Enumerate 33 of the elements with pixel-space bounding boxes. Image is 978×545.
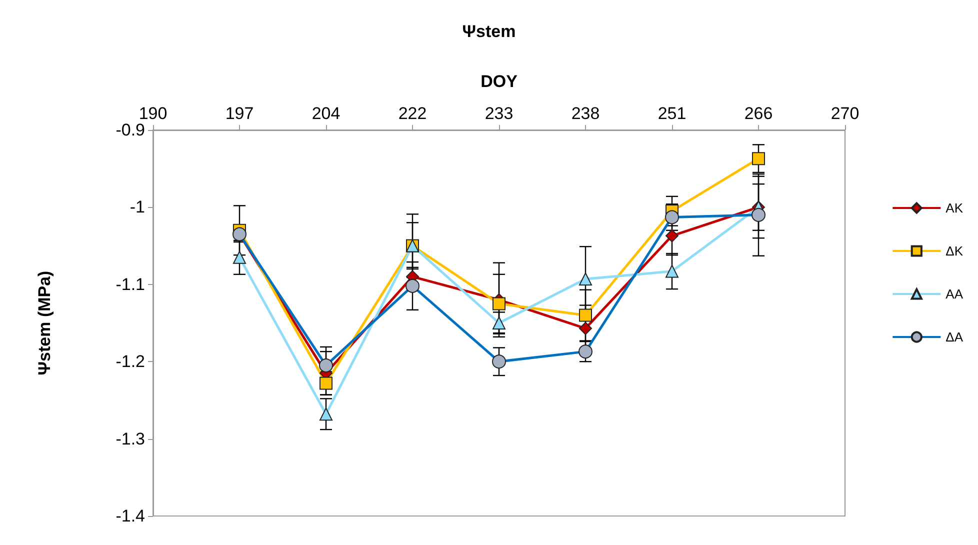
legend-label: ΔA	[946, 330, 964, 344]
point	[320, 408, 332, 421]
point	[233, 250, 246, 264]
x-tick-label: 197	[225, 104, 254, 123]
x-tick-label: 238	[571, 104, 600, 123]
x-tick-label: 270	[830, 104, 860, 123]
x-tick-label: 233	[484, 104, 514, 123]
x-tick-label: 266	[744, 104, 773, 123]
x-axis-title: DOY	[480, 72, 518, 91]
y-axis-title: Ψstem (MPa)	[35, 270, 54, 376]
point	[666, 229, 678, 242]
point	[752, 152, 765, 166]
point	[666, 264, 678, 278]
x-tick-label: 251	[658, 104, 686, 123]
point	[492, 316, 506, 330]
x-tick-label: 204	[312, 104, 340, 123]
y-tick-label: -1.4	[116, 506, 145, 526]
legend-label: ΔK	[946, 244, 964, 258]
point	[492, 297, 506, 310]
y-tick-label: -1.2	[116, 352, 145, 372]
legend-label: AK	[946, 200, 964, 216]
point	[320, 376, 332, 390]
point	[579, 322, 592, 335]
y-tick-label: -1	[130, 198, 145, 217]
point	[579, 272, 592, 286]
y-tick-label: -1.1	[116, 274, 145, 294]
y-tick-label: -1.3	[116, 429, 145, 448]
x-tick-label: 190	[138, 104, 168, 123]
legend-label: AA	[946, 286, 964, 302]
y-tick-label: -0.9	[116, 120, 145, 140]
x-tick-label: 222	[398, 104, 427, 123]
point	[579, 308, 592, 322]
chart-title: Ψstem	[462, 22, 516, 41]
